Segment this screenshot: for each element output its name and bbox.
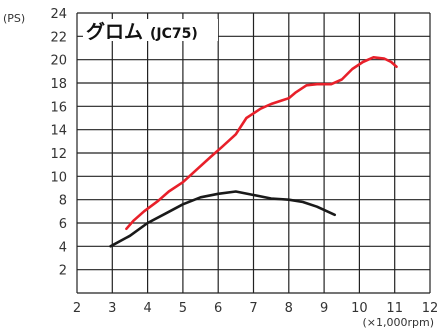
x-tick-label: 9 [320, 301, 328, 316]
y-tick-label: 2 [59, 264, 67, 279]
x-tick-label: 10 [351, 301, 368, 316]
x-tick-label: 7 [249, 301, 257, 316]
y-axis-unit: (PS) [3, 12, 25, 25]
x-tick-label: 8 [285, 301, 293, 316]
y-tick-label: 14 [50, 124, 67, 139]
series-lines [109, 55, 398, 248]
title-backdrop [83, 19, 218, 41]
y-tick-label: 10 [50, 170, 67, 185]
y-tick-label: 24 [50, 7, 67, 22]
y-tick-label: 8 [59, 194, 67, 209]
power-curve-line [125, 55, 398, 231]
y-tick-label: 22 [50, 30, 67, 45]
x-tick-label: 2 [73, 301, 81, 316]
grid [76, 12, 431, 294]
y-tick-label: 16 [50, 100, 67, 115]
y-tick-label: 6 [59, 217, 67, 232]
x-tick-label: 11 [386, 301, 403, 316]
y-tick-label: 12 [50, 147, 67, 162]
x-tick-label: 5 [179, 301, 187, 316]
y-tick-label: 4 [59, 240, 67, 255]
y-tick-label: 18 [50, 77, 67, 92]
x-tick-label: 3 [108, 301, 116, 316]
chart-subtitle: (JC75) [150, 26, 198, 42]
y-tick-label: 20 [50, 54, 67, 69]
x-tick-label: 4 [143, 301, 151, 316]
x-tick-label: 12 [422, 301, 438, 316]
chart-title: グロム [86, 20, 143, 43]
x-axis-unit: (×1,000rpm) [362, 316, 434, 329]
x-tick-label: 6 [214, 301, 222, 316]
torque-curve-line [109, 190, 337, 248]
